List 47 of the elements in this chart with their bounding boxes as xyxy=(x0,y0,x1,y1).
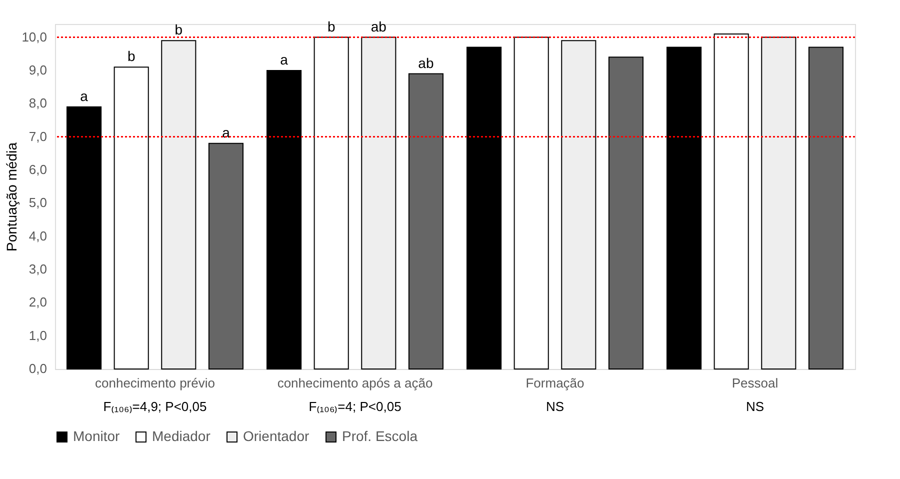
y-tick-label: 3,0 xyxy=(28,261,47,276)
data-label: b xyxy=(174,22,183,38)
bar xyxy=(161,40,196,370)
data-label: b xyxy=(127,48,136,64)
bar xyxy=(66,106,102,370)
y-tick-label: 4,0 xyxy=(28,228,47,244)
bar xyxy=(361,36,396,370)
bar xyxy=(266,70,302,370)
y-tick-label: 6,0 xyxy=(28,162,47,177)
y-axis-title: Pontuação média xyxy=(4,142,20,252)
bar xyxy=(314,36,349,370)
x-tick-label: Pessoal xyxy=(732,376,778,390)
bar xyxy=(114,66,149,370)
legend-label: Monitor xyxy=(73,428,120,444)
y-tick-label: 9,0 xyxy=(28,62,47,78)
y-tick-label: 10,0 xyxy=(22,29,47,44)
text: F₍₁₀₆₎=4; P<0,05 xyxy=(308,399,402,414)
text: F₍₁₀₆₎=4,9; P<0,05 xyxy=(103,399,207,414)
bar xyxy=(208,142,244,370)
y-tick-label: 7,0 xyxy=(28,128,47,144)
bar xyxy=(666,46,702,370)
data-label: ab xyxy=(370,18,387,34)
bar xyxy=(561,40,596,370)
data-label: a xyxy=(80,88,88,104)
bar xyxy=(514,36,549,370)
data-label: a xyxy=(280,51,288,68)
y-tick-label: 2,0 xyxy=(28,294,47,310)
data-label: b xyxy=(327,18,336,34)
legend-label: Orientador xyxy=(243,428,310,444)
bar xyxy=(608,56,644,370)
y-tick-label: 8,0 xyxy=(28,96,47,111)
text: NS xyxy=(546,399,564,414)
bar xyxy=(466,46,502,370)
data-label: ab xyxy=(418,54,434,71)
y-tick-label: 1,0 xyxy=(28,328,47,343)
bar xyxy=(408,73,444,370)
x-tick-label: conhecimento após a ação xyxy=(277,376,433,390)
y-tick-label: 5,0 xyxy=(28,195,47,210)
text: NS xyxy=(746,399,764,414)
y-tick-label: 0,0 xyxy=(28,361,47,376)
bar xyxy=(714,33,749,370)
legend-label: Prof. Escola xyxy=(342,428,418,444)
bar xyxy=(761,36,796,370)
x-tick-label: Formação xyxy=(526,376,584,390)
bar xyxy=(808,46,844,370)
legend-label: Mediador xyxy=(152,428,211,444)
x-tick-label: conhecimento prévio xyxy=(95,376,215,390)
